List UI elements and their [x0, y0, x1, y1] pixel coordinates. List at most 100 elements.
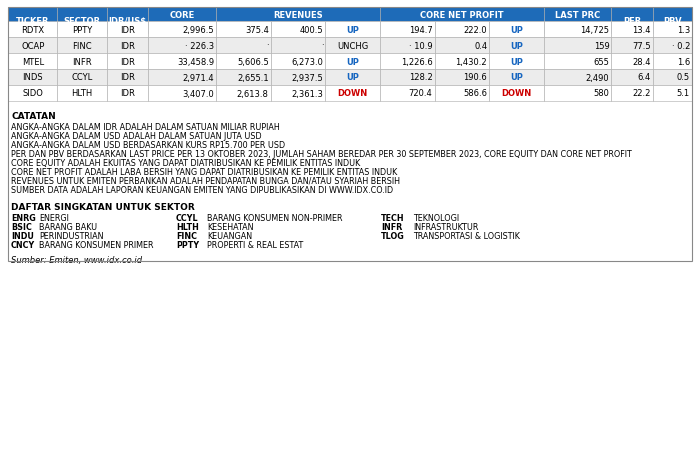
Bar	[148, 22, 216, 38]
Text: 190.6: 190.6	[463, 73, 487, 82]
Text: UP/DOWN: UP/DOWN	[331, 24, 374, 32]
Text: INFRASTRUKTUR: INFRASTRUKTUR	[413, 222, 478, 232]
Text: UP/DOWN: UP/DOWN	[495, 24, 538, 32]
Text: CORE: CORE	[169, 10, 195, 20]
Text: 0.5: 0.5	[677, 73, 690, 82]
Text: 400.5: 400.5	[300, 25, 323, 35]
Text: 9M22: 9M22	[230, 24, 256, 32]
Text: FINC: FINC	[176, 232, 197, 241]
Text: DAFTAR SINGKATAN UNTUK SEKTOR: DAFTAR SINGKATAN UNTUK SEKTOR	[11, 202, 195, 212]
Bar	[57, 86, 107, 102]
Text: UP: UP	[510, 73, 523, 82]
Bar	[271, 22, 326, 34]
Bar	[544, 70, 611, 86]
Text: 77.5: 77.5	[632, 41, 651, 51]
Text: 6,273.0: 6,273.0	[291, 57, 323, 66]
Text: 13.4: 13.4	[633, 25, 651, 35]
Bar	[8, 22, 57, 38]
Text: BARANG BAKU: BARANG BAKU	[39, 222, 97, 232]
Text: 13-Oct-23: 13-Oct-23	[554, 24, 601, 32]
Bar	[435, 22, 489, 38]
Bar	[611, 70, 653, 86]
Text: PERINDUSTRIAN: PERINDUSTRIAN	[39, 232, 104, 241]
Text: ·: ·	[266, 41, 269, 51]
Text: 128.2: 128.2	[409, 73, 433, 82]
Text: 720.4: 720.4	[409, 89, 433, 98]
Text: BARANG KONSUMEN NON-PRIMER: BARANG KONSUMEN NON-PRIMER	[207, 213, 342, 222]
Bar	[544, 22, 611, 34]
Text: CORE NET PROFIT ADALAH LABA BERSIH YANG DAPAT DIATRIBUSIKAN KE PEMILIK ENTITAS I: CORE NET PROFIT ADALAH LABA BERSIH YANG …	[11, 167, 398, 177]
Bar	[216, 86, 271, 102]
Text: 9M22: 9M22	[394, 24, 420, 32]
Bar	[544, 54, 611, 70]
Bar	[148, 86, 216, 102]
Bar	[326, 38, 380, 54]
Text: UP: UP	[346, 57, 359, 66]
Text: 2,613.8: 2,613.8	[237, 89, 269, 98]
Bar	[611, 86, 653, 102]
Text: MTEL: MTEL	[22, 57, 44, 66]
Bar	[216, 8, 380, 22]
Bar	[653, 22, 692, 34]
Text: ANGKA-ANGKA DALAM USD BERDASARKAN KURS RP15.700 PER USD: ANGKA-ANGKA DALAM USD BERDASARKAN KURS R…	[11, 141, 285, 150]
Text: UP: UP	[510, 57, 523, 66]
Text: HLTH: HLTH	[176, 222, 199, 232]
Bar	[8, 54, 57, 70]
Text: TECH: TECH	[381, 213, 405, 222]
Bar	[380, 38, 435, 54]
Bar	[611, 8, 653, 34]
Text: SECTOR: SECTOR	[64, 16, 101, 25]
Bar	[271, 70, 326, 86]
Text: ENRG: ENRG	[11, 213, 36, 222]
Text: IDR: IDR	[120, 57, 135, 66]
Text: EQUITY: EQUITY	[165, 24, 199, 32]
Bar	[380, 86, 435, 102]
Text: BSIC: BSIC	[11, 222, 32, 232]
Text: 586.6: 586.6	[463, 89, 487, 98]
Bar	[148, 8, 216, 22]
Bar	[326, 54, 380, 70]
Bar	[435, 22, 489, 34]
Text: · 226.3: · 226.3	[185, 41, 214, 51]
Text: 2,655.1: 2,655.1	[237, 73, 269, 82]
Text: CNCY: CNCY	[11, 241, 35, 249]
Text: INFR: INFR	[381, 222, 402, 232]
Bar	[8, 8, 57, 34]
Text: PROPERTI & REAL ESTAT: PROPERTI & REAL ESTAT	[207, 241, 303, 249]
Text: 9M23: 9M23	[285, 24, 311, 32]
Text: CORE EQUITY ADALAH EKUITAS YANG DAPAT DIATRIBUSIKAN KE PEMILIK ENTITAS INDUK: CORE EQUITY ADALAH EKUITAS YANG DAPAT DI…	[11, 159, 360, 167]
Text: 1,226.6: 1,226.6	[401, 57, 433, 66]
Bar	[611, 22, 653, 38]
Bar	[489, 54, 544, 70]
Text: LAST PRC: LAST PRC	[555, 10, 600, 20]
Text: INFR: INFR	[72, 57, 92, 66]
Bar	[271, 22, 326, 38]
Bar	[57, 8, 107, 34]
Text: IDR: IDR	[120, 25, 135, 35]
Text: 1.3: 1.3	[677, 25, 690, 35]
Text: PER DAN PBV BERDASARKAN LAST PRICE PER 13 OKTOBER 2023, JUMLAH SAHAM BEREDAR PER: PER DAN PBV BERDASARKAN LAST PRICE PER 1…	[11, 150, 631, 159]
Bar	[326, 22, 380, 34]
Text: 1.6: 1.6	[677, 57, 690, 66]
Text: 5,606.5: 5,606.5	[237, 57, 269, 66]
Text: OCAP: OCAP	[21, 41, 44, 51]
Bar	[653, 8, 692, 34]
Bar	[380, 54, 435, 70]
Text: · 10.9: · 10.9	[409, 41, 433, 51]
Text: SUMBER DATA ADALAH LAPORAN KEUANGAN EMITEN YANG DIPUBLIKASIKAN DI WWW.IDX.CO.ID: SUMBER DATA ADALAH LAPORAN KEUANGAN EMIT…	[11, 186, 393, 195]
Text: 0.4: 0.4	[474, 41, 487, 51]
Text: 6.4: 6.4	[638, 73, 651, 82]
Text: PPTY: PPTY	[176, 241, 199, 249]
Text: UP: UP	[346, 25, 359, 35]
Bar	[326, 86, 380, 102]
Text: REVENUES: REVENUES	[273, 10, 323, 20]
Text: 2,937.5: 2,937.5	[291, 73, 323, 82]
Text: 655: 655	[594, 57, 610, 66]
Bar	[435, 70, 489, 86]
Bar	[57, 38, 107, 54]
Text: UP: UP	[510, 41, 523, 51]
Bar	[271, 54, 326, 70]
Text: INDS: INDS	[22, 73, 43, 82]
Bar	[107, 54, 148, 70]
Bar	[148, 54, 216, 70]
